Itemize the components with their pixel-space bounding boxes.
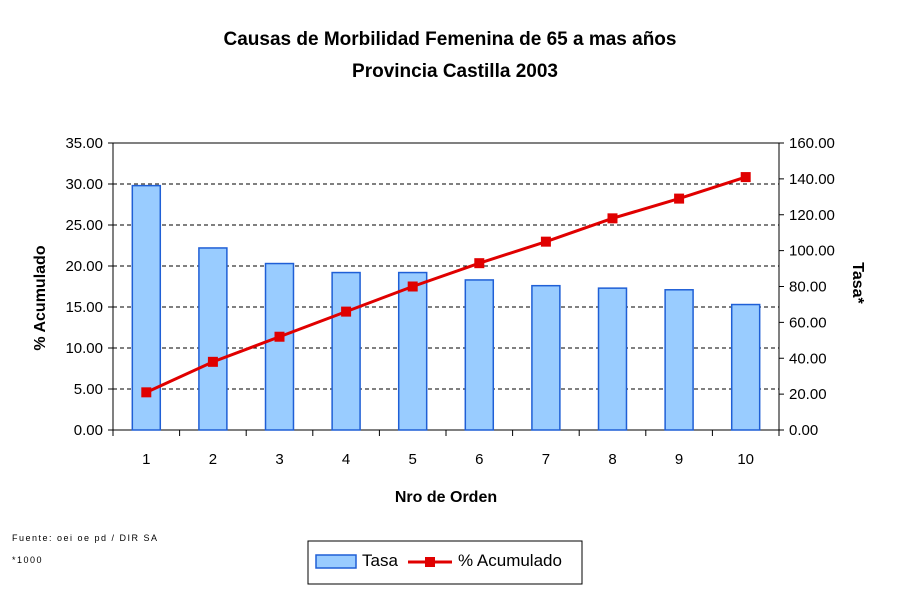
x-tick-label: 5 [409,451,417,468]
x-axis-title: Nro de Orden [395,489,497,506]
y-axis-right-title: Tasa* [849,262,866,304]
y-left-tick-label: 15.00 [65,299,103,316]
point-acumulado [274,331,285,342]
chart-title: Causas de Morbilidad Femenina de 65 a ma… [224,29,677,50]
bar-tasa [464,279,495,431]
legend-label-acumulado: % Acumulado [458,551,562,570]
plot-area: 0.00 5.00 10.00 15.00 20.00 25.00 30.00 35.00 0.… [65,135,834,468]
y-right-tick-label: 140.00 [789,171,835,188]
x-tick-label: 1 [142,451,150,468]
bar-tasa [264,262,295,431]
y-right-tick-label: 100.00 [789,243,835,260]
point-acumulado [207,356,218,367]
bar-tasa [664,289,694,431]
y-right-tick-label: 0.00 [789,422,818,439]
x-tick-label: 3 [275,451,283,468]
point-acumulado [341,306,352,317]
footnote: *1000 [12,555,43,565]
y-right-tick-label: 60.00 [789,314,827,331]
y-right-tick-label: 160.00 [789,135,835,152]
legend: Tasa % Acumulado [307,540,583,585]
x-tick-label: 2 [209,451,217,468]
y-right-tick-label: 20.00 [789,386,827,403]
y-axis-left-title: % Acumulado [32,245,49,350]
bar-tasa [397,271,428,431]
legend-label-tasa: Tasa [362,551,398,570]
bar-tasa [198,247,228,431]
y-left-tick-label: 20.00 [65,258,103,275]
point-acumulado [740,172,751,183]
point-acumulado [407,281,418,292]
bar-tasa [331,271,361,431]
x-tick-label: 10 [737,451,754,468]
y-right-tick-label: 40.00 [789,350,827,367]
x-tick-label: 9 [675,451,683,468]
point-acumulado [474,258,485,269]
y-left-tick-label: 10.00 [65,340,103,357]
x-tick-label: 8 [608,451,616,468]
point-acumulado [607,213,618,224]
y-right-tick-label: 80.00 [789,279,827,296]
source-note: Fuente: oei oe pd / DIR SA [12,533,159,543]
point-acumulado [141,387,152,398]
bar-tasa [597,287,628,431]
point-acumulado [674,193,685,204]
y-left-tick-label: 25.00 [65,217,103,234]
line-acumulado [145,175,747,394]
point-acumulado [540,236,551,247]
y-left-tick-label: 30.00 [65,176,103,193]
legend-marker-acumulado [425,557,435,567]
bar-tasa [531,284,561,431]
y-left-tick-label: 35.00 [65,135,103,152]
bar-tasa [730,303,761,431]
y-left-tick-label: 0.00 [74,422,103,439]
y-right-tick-label: 120.00 [789,207,835,224]
legend-swatch-tasa [315,554,357,569]
x-tick-label: 6 [475,451,483,468]
chart-subtitle: Provincia Castilla 2003 [352,61,558,82]
y-left-tick-label: 5.00 [74,381,103,398]
x-tick-label: 4 [342,451,350,468]
x-tick-label: 7 [542,451,550,468]
